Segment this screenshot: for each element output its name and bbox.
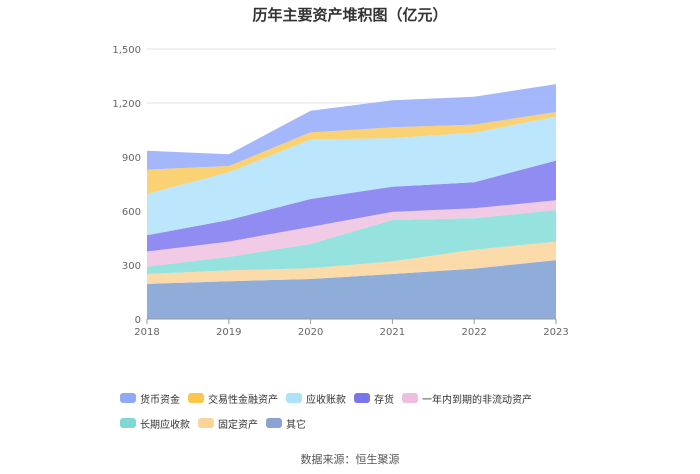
x-tick-label: 2022	[461, 327, 486, 338]
area-series	[147, 210, 556, 274]
x-tick-label: 2018	[134, 327, 159, 338]
legend-swatch	[286, 393, 302, 403]
legend-label: 其它	[286, 419, 306, 431]
legend-swatch	[198, 418, 214, 428]
stacked-areas	[147, 84, 556, 319]
area-series	[147, 241, 556, 284]
legend-item[interactable]: 一年内到期的非流动资产	[402, 391, 532, 406]
y-tick-label: 0	[135, 315, 141, 326]
chart-title: 历年主要资产堆积图（亿元）	[252, 6, 448, 24]
x-tick-label: 2023	[543, 327, 568, 338]
data-source: 数据来源：恒生聚源	[300, 453, 400, 466]
y-tick-label: 600	[122, 207, 141, 218]
legend-label: 应收账款	[306, 394, 346, 406]
legend-swatch	[120, 418, 136, 428]
legend-label: 货币资金	[140, 394, 180, 406]
legend-item[interactable]: 货币资金	[120, 391, 180, 406]
x-tick-label: 2021	[380, 327, 405, 338]
legend-label: 一年内到期的非流动资产	[422, 394, 532, 406]
y-tick-label: 300	[122, 261, 141, 272]
legend: 货币资金 交易性金融资产 应收账款 存货 一年内到期的非流动资产长期应收款 固定资产 其它	[120, 388, 590, 438]
area-series	[147, 160, 556, 252]
legend-swatch	[120, 393, 136, 403]
legend-item[interactable]: 长期应收款	[120, 416, 190, 431]
legend-item[interactable]: 应收账款	[286, 391, 346, 406]
y-tick-label: 1,500	[112, 45, 141, 56]
legend-label: 长期应收款	[140, 419, 190, 431]
legend-item[interactable]: 固定资产	[198, 416, 258, 431]
legend-swatch	[402, 393, 418, 403]
area-series	[147, 84, 556, 170]
y-tick-label: 1,200	[112, 99, 141, 110]
area-series	[147, 116, 556, 236]
area-series	[147, 260, 556, 319]
legend-swatch	[188, 393, 204, 403]
legend-label: 交易性金融资产	[208, 394, 278, 406]
legend-label: 存货	[374, 394, 394, 406]
area-series	[147, 112, 556, 194]
legend-swatch	[354, 393, 370, 403]
legend-label: 固定资产	[218, 419, 258, 431]
legend-swatch	[266, 418, 282, 428]
y-tick-label: 900	[122, 153, 141, 164]
legend-item[interactable]: 存货	[354, 391, 394, 406]
axes: 0 300 600 900 1,200 1,500 2018 2019 2020 2021 2022…	[112, 45, 568, 338]
x-tick-label: 2019	[216, 327, 241, 338]
x-tick-label: 2020	[298, 327, 323, 338]
legend-item[interactable]: 其它	[266, 416, 306, 431]
legend-item[interactable]: 交易性金融资产	[188, 391, 278, 406]
area-series	[147, 200, 556, 267]
